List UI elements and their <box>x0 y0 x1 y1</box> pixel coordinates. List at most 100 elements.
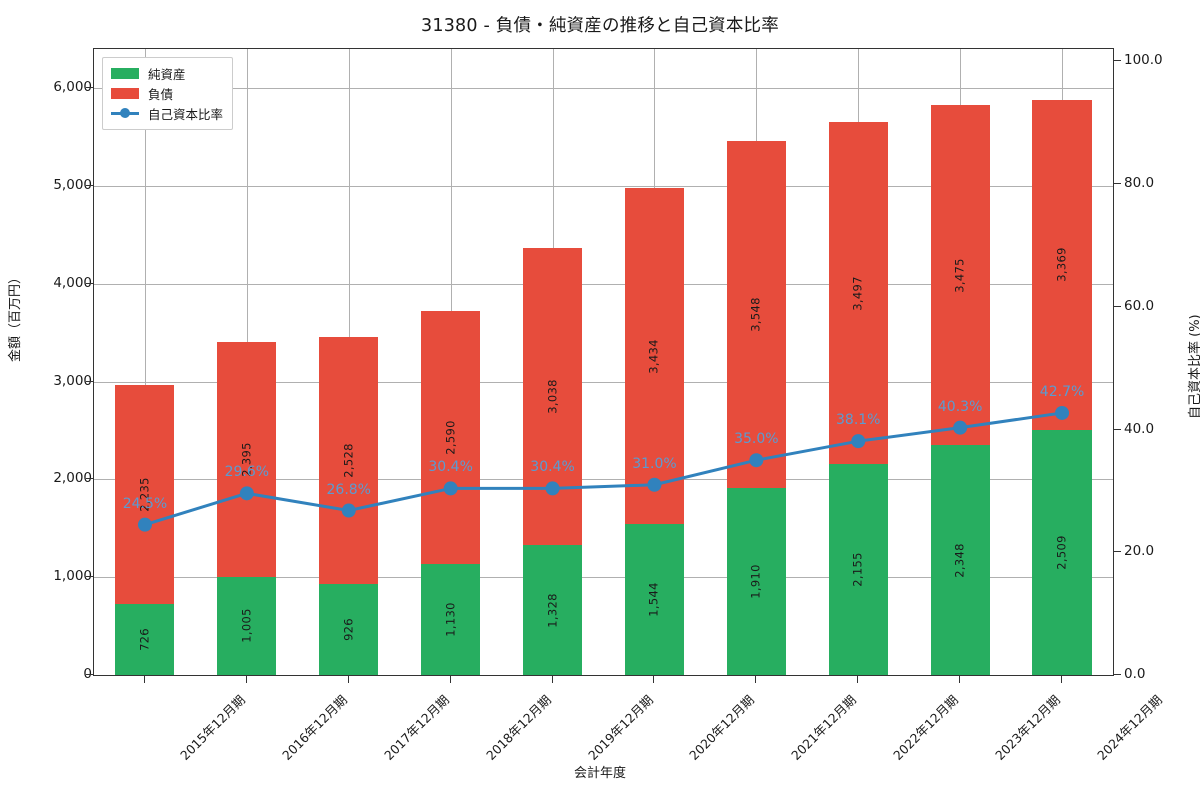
bar-group[interactable]: 2,509 3,369 <box>1032 49 1092 675</box>
legend-swatch-liability <box>111 87 139 99</box>
legend-item-liability: 負債 <box>111 83 223 103</box>
y-axis-tick-label-right: 40.0 <box>1124 420 1155 437</box>
legend-item-equity: 純資産 <box>111 63 223 83</box>
legend-swatch-equity <box>111 67 139 79</box>
y-axis-tick-label-right: 80.0 <box>1124 175 1155 192</box>
y-axis-tick-mark-left <box>86 282 93 284</box>
x-axis-tick-label: 2015年12月期 <box>177 692 248 763</box>
bar-segment-liability[interactable] <box>930 105 990 446</box>
ratio-value-label: 24.5% <box>122 495 168 512</box>
bar-group[interactable]: 1,544 3,434 <box>624 49 684 675</box>
y-axis-tick-mark-right <box>1114 428 1121 430</box>
bar-value-label-equity: 1,005 <box>239 608 254 644</box>
x-axis-tick-label: 2021年12月期 <box>788 692 860 763</box>
ratio-value-label: 30.4% <box>428 459 473 476</box>
gridline-horizontal <box>94 185 1113 187</box>
x-axis-tick-label: 2022年12月期 <box>890 692 962 763</box>
bar-segment-liability[interactable] <box>1032 100 1092 430</box>
x-axis-tick-mark <box>245 676 247 683</box>
y-axis-tick-mark-right <box>1114 60 1121 62</box>
x-axis-tick-mark <box>755 676 757 683</box>
bar-group[interactable]: 2,348 3,475 <box>930 49 990 675</box>
x-axis-tick-label: 2016年12月期 <box>278 692 350 763</box>
y-axis-tick-label-right: 100.0 <box>1124 52 1163 69</box>
bar-value-label-equity: 2,348 <box>952 542 967 578</box>
bar-value-label-equity: 726 <box>137 628 152 651</box>
ratio-value-label: 42.7% <box>1039 383 1085 400</box>
plot-area: 726 2,235 1,005 2,395 926 2,528 1,130 2,590 1,32… <box>93 48 1114 676</box>
legend-label-liability: 負債 <box>148 86 174 102</box>
y-axis-label-right: 自己資本比率 (%) <box>1188 314 1200 419</box>
ratio-value-label: 29.6% <box>224 464 270 481</box>
x-axis-tick-mark <box>1061 676 1063 683</box>
y-axis-tick-mark-right <box>1114 674 1121 675</box>
bar-value-label-equity: 2,155 <box>850 552 865 587</box>
x-axis-tick-mark <box>143 676 145 683</box>
x-axis-tick-mark <box>347 676 349 683</box>
y-axis-tick-label-right: 20.0 <box>1124 543 1155 560</box>
y-axis-tick-mark-left <box>86 87 93 89</box>
bar-value-label-liability: 3,038 <box>544 379 559 414</box>
legend-label-equity: 純資産 <box>148 66 186 82</box>
bar-value-label-equity: 2,509 <box>1054 535 1069 570</box>
y-axis-tick-label-left: 3,000 <box>53 372 92 389</box>
chart-title: 31380 - 負債・純資産の推移と自己資本比率 <box>421 16 779 36</box>
bar-segment-liability[interactable] <box>828 122 888 465</box>
x-axis-tick-label: 2020年12月期 <box>686 692 758 763</box>
bar-segment-equity[interactable] <box>522 545 583 675</box>
bar-group[interactable]: 726 2,235 <box>115 49 175 675</box>
y-axis-tick-label-left: 2,000 <box>53 470 92 487</box>
chart-legend: 純資産 負債 自己資本比率 <box>102 57 234 130</box>
ratio-value-label: 35.0% <box>734 431 779 448</box>
bar-group[interactable]: 2,155 3,497 <box>828 49 888 675</box>
y-axis-tick-label-left: 4,000 <box>53 274 92 291</box>
x-axis-label: 会計年度 <box>573 766 626 781</box>
bar-group[interactable]: 1,328 3,038 <box>522 49 583 675</box>
gridline-horizontal <box>94 283 1113 285</box>
ratio-value-label: 30.4% <box>530 459 575 476</box>
y-axis-tick-label-left: 6,000 <box>53 79 92 96</box>
y-axis-tick-label-left: 1,000 <box>53 568 92 585</box>
bar-value-label-equity: 1,544 <box>646 582 661 617</box>
x-axis-tick-label: 2018年12月期 <box>482 692 554 763</box>
bar-segment-equity[interactable] <box>624 523 684 675</box>
ratio-value-label: 26.8% <box>326 481 371 498</box>
y-axis-tick-mark-left <box>86 380 93 382</box>
bar-value-label-liability: 2,528 <box>340 443 355 479</box>
y-axis-tick-mark-left <box>86 576 93 578</box>
y-axis-tick-mark-left <box>86 184 93 186</box>
bar-value-label-equity: 1,910 <box>748 564 763 599</box>
x-axis-tick-label: 2017年12月期 <box>380 692 452 763</box>
y-axis-tick-label-right: 60.0 <box>1124 297 1155 314</box>
bar-group[interactable]: 1,910 3,548 <box>726 49 786 675</box>
gridline-horizontal <box>94 577 1113 579</box>
y-axis-tick-mark-right <box>1114 305 1121 307</box>
y-axis-tick-mark-left <box>86 478 93 480</box>
bar-group[interactable]: 1,130 2,590 <box>421 49 481 675</box>
bar-segment-equity[interactable] <box>319 584 379 675</box>
bar-segment-equity[interactable] <box>115 604 175 675</box>
bar-segment-equity[interactable] <box>421 564 481 675</box>
bar-group[interactable]: 1,005 2,395 <box>217 49 277 675</box>
gridline-vertical <box>145 49 146 675</box>
x-axis-tick-mark <box>551 676 553 683</box>
ratio-value-label: 38.1% <box>836 412 881 429</box>
bar-value-label-equity: 926 <box>340 618 355 642</box>
bar-value-label-liability: 3,369 <box>1054 247 1069 283</box>
y-axis-tick-mark-left <box>86 674 93 675</box>
y-axis-tick-mark-right <box>1114 551 1121 553</box>
bar-value-label-equity: 1,328 <box>544 592 559 628</box>
x-axis-tick-mark <box>449 676 451 683</box>
y-axis-tick-label-right: 0.0 <box>1124 666 1146 682</box>
bar-value-label-liability: 3,548 <box>748 297 763 332</box>
bar-segment-equity[interactable] <box>217 576 277 675</box>
bar-value-label-liability: 3,434 <box>646 338 661 374</box>
ratio-value-label: 40.3% <box>937 398 983 415</box>
bar-value-label-liability: 3,497 <box>850 275 865 311</box>
x-axis-tick-mark <box>653 676 655 683</box>
bar-group[interactable]: 926 2,528 <box>319 49 379 675</box>
gridline-horizontal <box>94 381 1113 383</box>
bar-value-label-liability: 2,590 <box>442 420 457 456</box>
y-axis-tick-mark-right <box>1114 183 1121 185</box>
